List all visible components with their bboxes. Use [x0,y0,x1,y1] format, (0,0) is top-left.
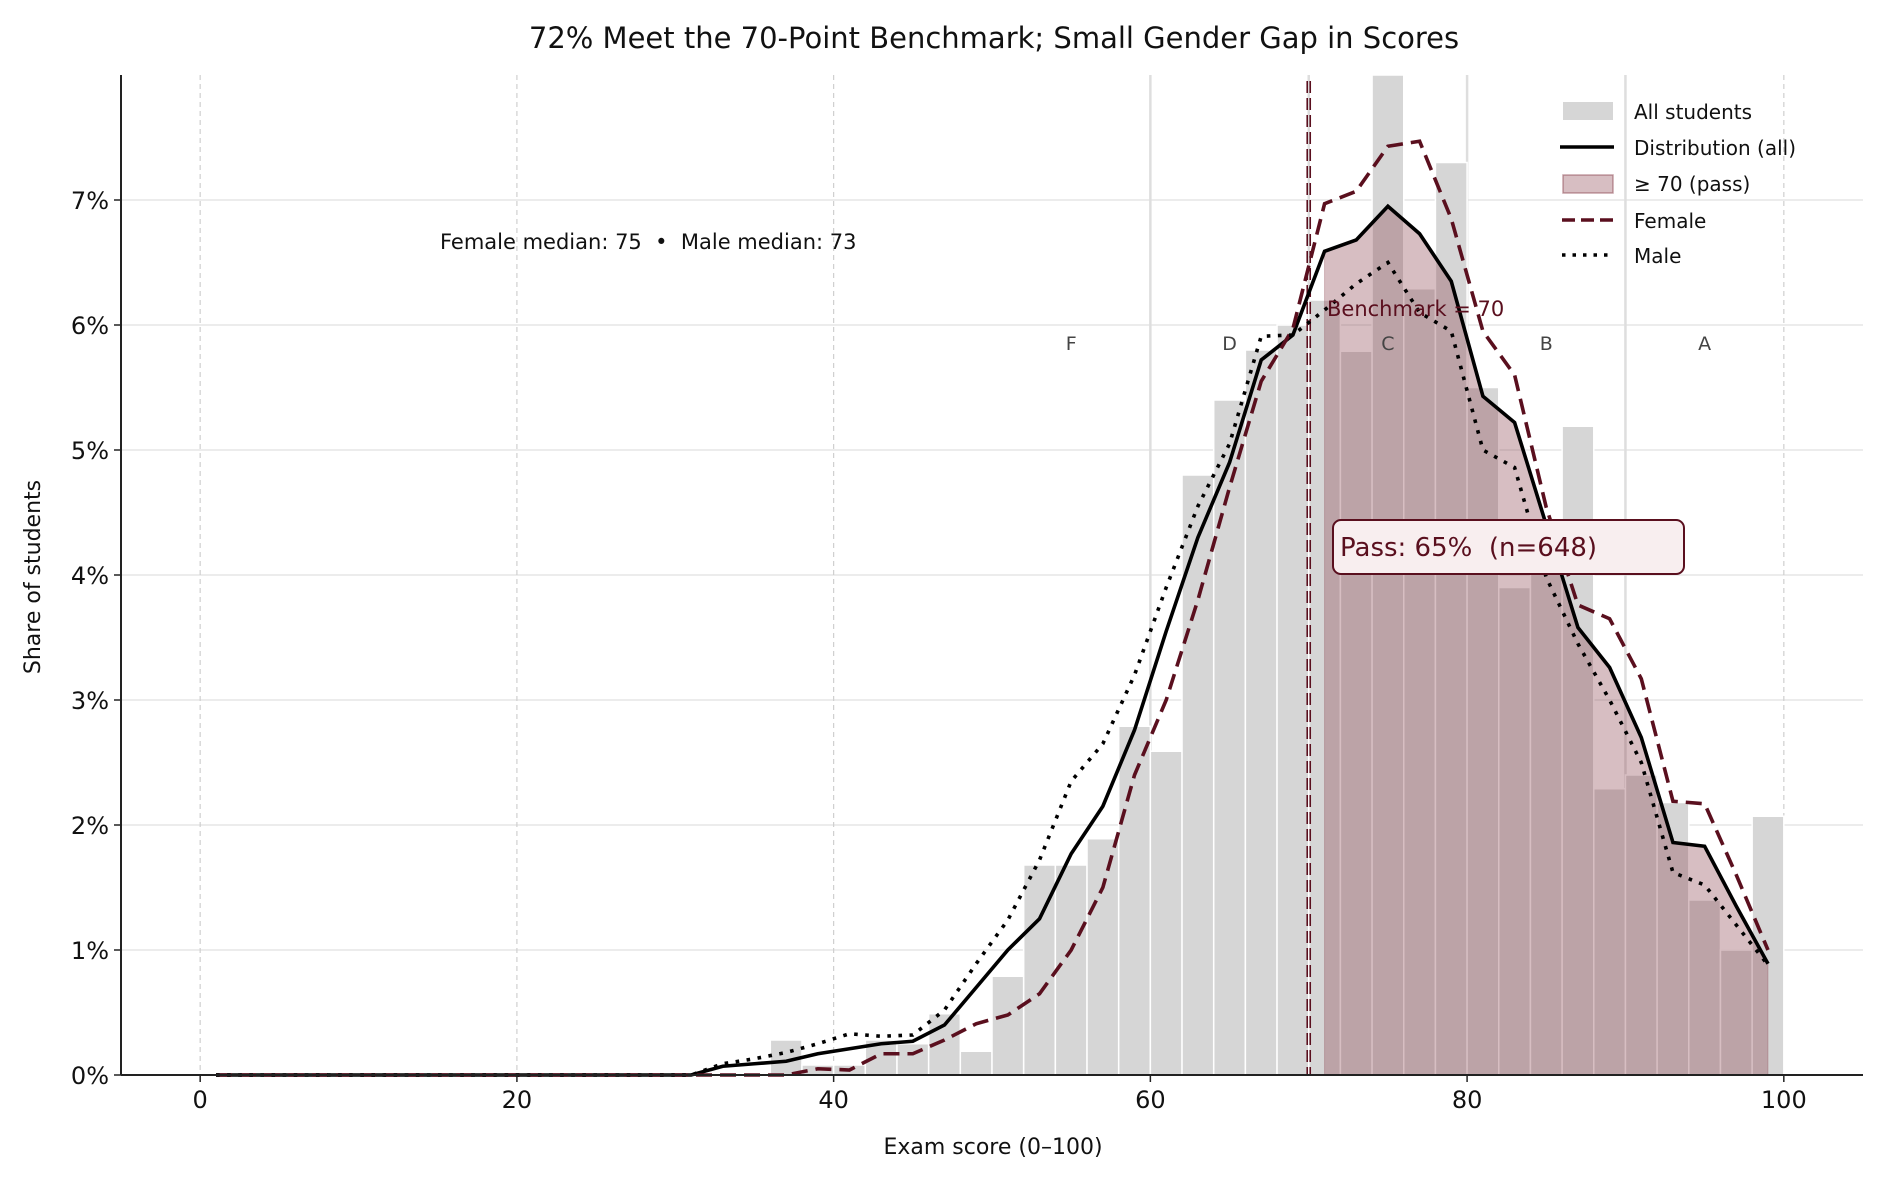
median-annotation: Female median: 75 • Male median: 73 [440,230,857,254]
histogram-bars [769,74,1785,1076]
x-tick-label: 80 [1452,1086,1483,1114]
pass-annotation-box: Pass: 65% (n=648) [1332,519,1685,575]
legend-label-pass: ≥ 70 (pass) [1634,172,1750,196]
legend-label-all-students: All students [1634,100,1752,124]
axes: 0 20 40 60 80 100 0% 1% 2% 3% 4% 5% 6% 7% [71,75,1863,1114]
x-tick-label: 100 [1761,1086,1807,1114]
histogram-bar [1244,349,1278,1076]
y-tick-label: 6% [71,312,109,340]
grade-label: F [1066,333,1077,355]
grade-label: B [1540,333,1553,355]
y-tick-label: 1% [71,937,109,965]
chart-title: 72% Meet the 70-Point Benchmark; Small G… [529,21,1459,55]
histogram-bar [1529,561,1563,1076]
pass-box-text: Pass: 65% (n=648) [1340,533,1597,563]
x-tick-label: 0 [193,1086,208,1114]
histogram-bar [991,975,1025,1076]
histogram-bar [1498,586,1532,1076]
y-tick-label: 2% [71,812,109,840]
y-tick-label: 3% [71,687,109,715]
legend-label-male: Male [1634,244,1681,268]
x-tick-label: 60 [1135,1086,1166,1114]
y-tick-label: 4% [71,562,109,590]
x-axis-label: Exam score (0–100) [883,1135,1102,1160]
histogram-bar [959,1050,993,1076]
legend-label-distribution: Distribution (all) [1634,136,1796,160]
y-tick-label: 5% [71,437,109,465]
histogram-bar [1402,288,1437,1076]
grade-label: C [1381,333,1394,355]
histogram-bar [896,1043,930,1076]
legend-swatch-all-students [1563,102,1613,120]
histogram-bar [1307,299,1342,1076]
histogram-bar [1212,399,1247,1076]
legend-label-female: Female [1634,209,1706,233]
y-tick-label: 0% [71,1062,109,1090]
y-tick-label: 7% [71,187,109,215]
x-tick-label: 40 [818,1086,849,1114]
histogram-bar [1086,838,1120,1076]
histogram-bar [1593,788,1627,1076]
benchmark-label: Benchmark = 70 [1327,297,1504,321]
grade-label: A [1698,333,1711,355]
grade-label: D [1222,333,1237,355]
pass-box-background [1332,519,1685,575]
legend-swatch-pass [1562,174,1614,194]
y-axis-label: Share of students [21,480,46,674]
histogram-bar [1054,864,1088,1076]
series-line-female [216,139,1770,1077]
histogram-bar [1624,774,1658,1076]
histogram-bar [1466,386,1500,1076]
x-tick-label: 20 [502,1086,533,1114]
legend: All students Distribution (all) ≥ 70 (pa… [1560,100,1796,268]
histogram-bar [1149,750,1183,1076]
histogram-bar [1339,350,1373,1076]
histogram-bar [1276,324,1310,1076]
